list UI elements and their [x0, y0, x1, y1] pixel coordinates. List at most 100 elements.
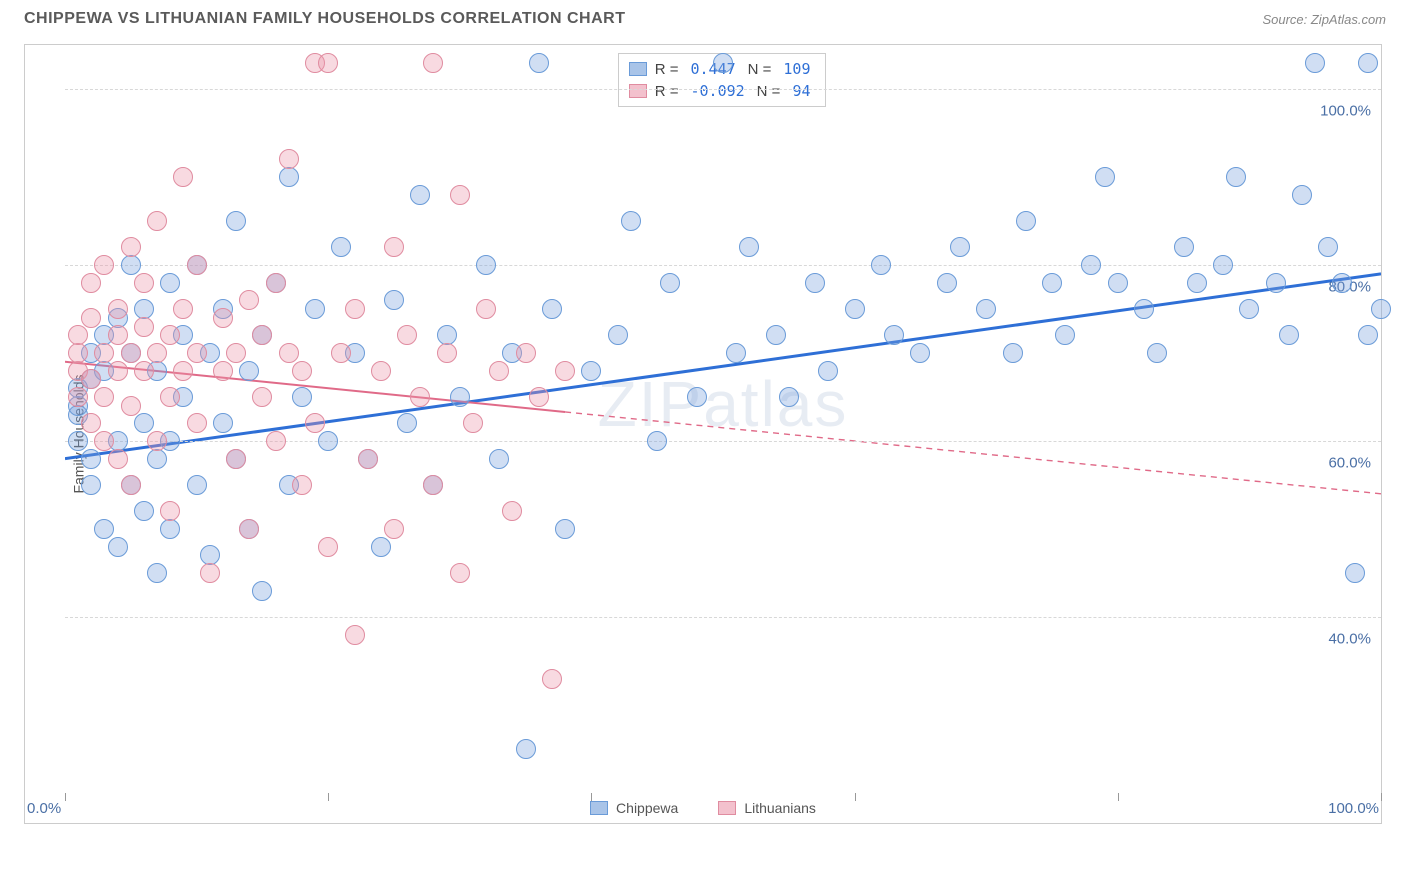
data-point [68, 431, 88, 451]
data-point [108, 361, 128, 381]
data-point [226, 449, 246, 469]
data-point [976, 299, 996, 319]
data-point [1081, 255, 1101, 275]
y-tick-label: 100.0% [1320, 103, 1371, 120]
data-point [81, 273, 101, 293]
data-point [173, 361, 193, 381]
legend: Chippewa Lithuanians [590, 800, 816, 816]
data-point [239, 361, 259, 381]
data-point [950, 237, 970, 257]
data-point [134, 361, 154, 381]
data-point [81, 449, 101, 469]
data-point [779, 387, 799, 407]
gridline [65, 265, 1381, 266]
data-point [1239, 299, 1259, 319]
x-tick [1381, 793, 1382, 801]
data-point [305, 413, 325, 433]
data-point [160, 387, 180, 407]
data-point [713, 53, 733, 73]
stats-r-value: -0.092 [686, 82, 748, 100]
watermark: ZIPatlas [598, 367, 849, 441]
trend-lines [65, 45, 1381, 793]
data-point [134, 413, 154, 433]
data-point [384, 237, 404, 257]
data-point [173, 299, 193, 319]
data-point [450, 185, 470, 205]
y-tick-label: 40.0% [1328, 631, 1371, 648]
data-point [1055, 325, 1075, 345]
gridline [65, 617, 1381, 618]
data-point [147, 343, 167, 363]
x-tick-max: 100.0% [1328, 800, 1379, 817]
data-point [1226, 167, 1246, 187]
data-point [147, 449, 167, 469]
data-point [450, 563, 470, 583]
data-point [529, 53, 549, 73]
data-point [423, 53, 443, 73]
data-point [318, 53, 338, 73]
data-point [555, 361, 575, 381]
data-point [581, 361, 601, 381]
data-point [108, 325, 128, 345]
data-point [489, 361, 509, 381]
data-point [1371, 299, 1391, 319]
stats-row: R =-0.092N =94 [629, 80, 815, 102]
data-point [266, 431, 286, 451]
data-point [147, 431, 167, 451]
data-point [121, 396, 141, 416]
data-point [94, 387, 114, 407]
data-point [384, 290, 404, 310]
data-point [529, 387, 549, 407]
data-point [542, 299, 562, 319]
data-point [81, 369, 101, 389]
data-point [476, 299, 496, 319]
stats-n-value: 109 [779, 60, 814, 78]
data-point [1147, 343, 1167, 363]
data-point [1292, 185, 1312, 205]
data-point [463, 413, 483, 433]
data-point [489, 449, 509, 469]
data-point [687, 387, 707, 407]
data-point [94, 255, 114, 275]
stats-swatch [629, 84, 647, 98]
data-point [476, 255, 496, 275]
data-point [397, 325, 417, 345]
data-point [147, 563, 167, 583]
data-point [608, 325, 628, 345]
data-point [213, 308, 233, 328]
data-point [345, 625, 365, 645]
stats-r-label: R = [655, 83, 679, 100]
data-point [305, 299, 325, 319]
data-point [279, 343, 299, 363]
data-point [345, 299, 365, 319]
gridline [65, 89, 1381, 90]
data-point [239, 290, 259, 310]
data-point [1318, 237, 1338, 257]
stats-r-label: R = [655, 61, 679, 78]
data-point [1003, 343, 1023, 363]
data-point [81, 308, 101, 328]
data-point [502, 501, 522, 521]
data-point [331, 343, 351, 363]
data-point [239, 519, 259, 539]
data-point [94, 431, 114, 451]
data-point [1042, 273, 1062, 293]
data-point [318, 537, 338, 557]
plot-area: ZIPatlas R =0.447N =109R =-0.092N =94 40… [65, 45, 1381, 793]
data-point [160, 519, 180, 539]
data-point [108, 537, 128, 557]
data-point [121, 475, 141, 495]
data-point [739, 237, 759, 257]
stats-n-value: 94 [788, 82, 814, 100]
legend-item: Chippewa [590, 800, 678, 816]
data-point [1095, 167, 1115, 187]
x-tick-min: 0.0% [27, 800, 61, 817]
data-point [726, 343, 746, 363]
data-point [845, 299, 865, 319]
data-point [1174, 237, 1194, 257]
legend-item: Lithuanians [718, 800, 816, 816]
data-point [555, 519, 575, 539]
y-tick-label: 60.0% [1328, 455, 1371, 472]
data-point [1266, 273, 1286, 293]
data-point [805, 273, 825, 293]
